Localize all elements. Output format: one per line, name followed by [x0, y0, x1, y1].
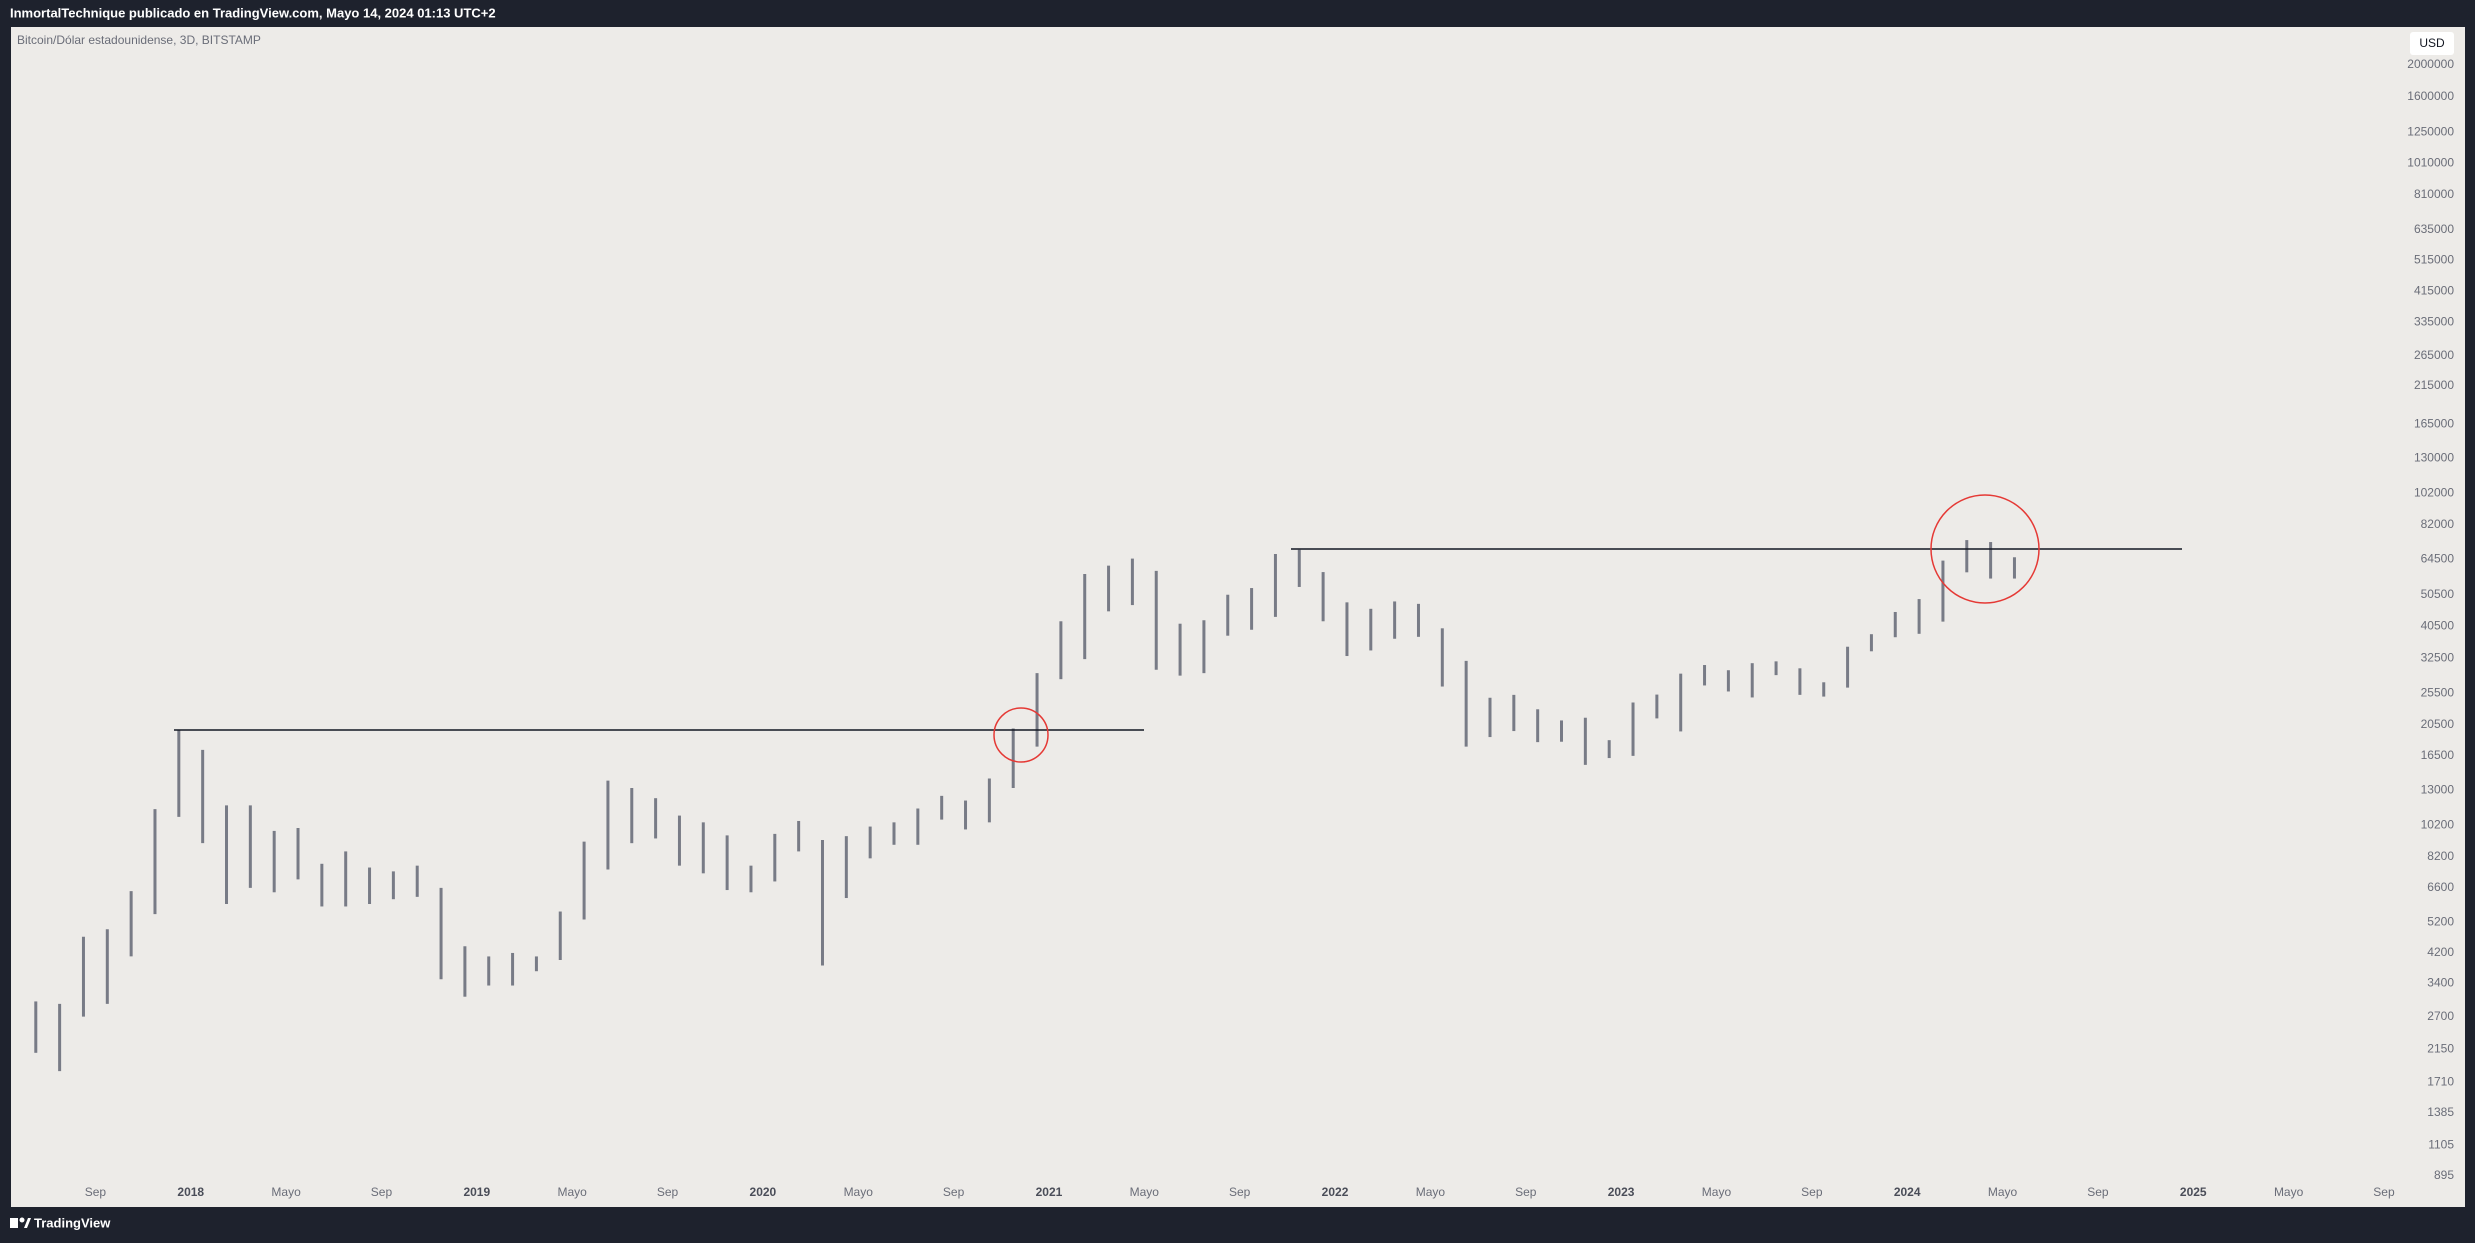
y-tick-label: 2150 — [2427, 1042, 2454, 1056]
x-tick-label: Mayo — [1416, 1185, 1446, 1199]
x-tick-label: Mayo — [558, 1185, 588, 1199]
x-tick-label: 2024 — [1894, 1185, 1921, 1199]
y-tick-label: 265000 — [2414, 348, 2454, 362]
brand-name: TradingView — [34, 1215, 111, 1230]
x-tick-label: 2022 — [1322, 1185, 1349, 1199]
y-tick-label: 16500 — [2421, 748, 2455, 762]
x-tick-label: Sep — [657, 1185, 679, 1199]
currency-box[interactable] — [2410, 32, 2454, 55]
y-tick-label: 64500 — [2421, 552, 2455, 566]
y-tick-label: 895 — [2434, 1168, 2454, 1182]
y-tick-label: 32500 — [2421, 650, 2455, 664]
y-tick-label: 82000 — [2421, 517, 2455, 531]
symbol-title: Bitcoin/Dólar estadounidense, 3D, BITSTA… — [17, 33, 261, 47]
y-tick-label: 20500 — [2421, 717, 2455, 731]
x-tick-label: Sep — [2373, 1185, 2395, 1199]
x-tick-label: 2023 — [1608, 1185, 1635, 1199]
y-tick-label: 810000 — [2414, 187, 2454, 201]
x-tick-label: Mayo — [271, 1185, 301, 1199]
currency-label: USD — [2419, 36, 2445, 50]
y-tick-label: 10200 — [2421, 817, 2455, 831]
x-tick-label: Mayo — [2274, 1185, 2304, 1199]
y-tick-label: 1010000 — [2407, 155, 2454, 169]
y-tick-label: 25500 — [2421, 685, 2455, 699]
x-tick-label: Mayo — [1130, 1185, 1160, 1199]
publisher-line: InmortalTechnique publicado en TradingVi… — [10, 5, 496, 20]
x-tick-label: Sep — [1801, 1185, 1823, 1199]
plot: 2000000 1600000 1250000 1010000 810000 635000… — [34, 57, 2455, 1199]
x-tick-label: Mayo — [844, 1185, 874, 1199]
x-tick-label: Sep — [1229, 1185, 1251, 1199]
y-tick-label: 1710 — [2427, 1075, 2454, 1089]
x-tick-label: Mayo — [1988, 1185, 2018, 1199]
x-tick-label: Sep — [943, 1185, 965, 1199]
y-tick-label: 215000 — [2414, 378, 2454, 392]
y-tick-label: 165000 — [2414, 416, 2454, 430]
highlight-circle — [1930, 494, 2040, 604]
y-tick-label: 4200 — [2427, 945, 2454, 959]
y-tick-label: 50500 — [2421, 587, 2455, 601]
x-tick-label: 2020 — [750, 1185, 777, 1199]
x-tick-label: 2018 — [177, 1185, 204, 1199]
highlight-circle — [993, 707, 1049, 763]
y-tick-label: 635000 — [2414, 222, 2454, 236]
y-tick-label: 5200 — [2427, 914, 2454, 928]
x-tick-label: Sep — [371, 1185, 393, 1199]
chart-panel — [11, 27, 2465, 1207]
y-tick-label: 40500 — [2421, 619, 2455, 633]
brand-logo — [10, 1217, 31, 1228]
logo-part — [24, 1218, 31, 1228]
y-tick-label: 335000 — [2414, 314, 2454, 328]
y-tick-label: 3400 — [2427, 976, 2454, 990]
logo-part — [19, 1217, 25, 1223]
y-tick-label: 2000000 — [2407, 57, 2454, 71]
y-tick-label: 13000 — [2421, 782, 2455, 796]
y-tick-label: 2700 — [2427, 1009, 2454, 1023]
y-tick-label: 6600 — [2427, 880, 2454, 894]
logo-part — [10, 1218, 18, 1228]
y-tick-label: 515000 — [2414, 252, 2454, 266]
y-tick-label: 1600000 — [2407, 89, 2454, 103]
x-tick-label: 2021 — [1036, 1185, 1063, 1199]
x-tick-label: 2025 — [2180, 1185, 2207, 1199]
y-tick-label: 1385 — [2427, 1105, 2454, 1119]
y-tick-label: 1250000 — [2407, 125, 2454, 139]
y-tick-label: 130000 — [2414, 451, 2454, 465]
y-tick-label: 8200 — [2427, 849, 2454, 863]
x-tick-label: Sep — [1515, 1185, 1537, 1199]
x-tick-label: Mayo — [1702, 1185, 1732, 1199]
x-tick-label: Sep — [2087, 1185, 2109, 1199]
x-tick-label: Sep — [85, 1185, 107, 1199]
y-tick-label: 102000 — [2414, 486, 2454, 500]
y-tick-label: 415000 — [2414, 283, 2454, 297]
y-tick-label: 1105 — [2428, 1137, 2454, 1151]
x-tick-label: 2019 — [463, 1185, 490, 1199]
